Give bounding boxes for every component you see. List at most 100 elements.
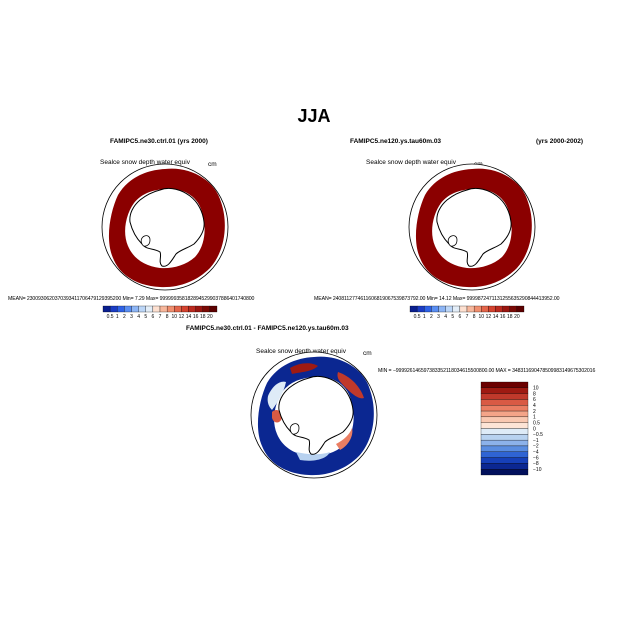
right-colorbar-label: 6 [458, 314, 461, 320]
right-colorbar-box [416, 305, 425, 313]
diff-colorbar-label: −2 [533, 444, 539, 450]
left-colorbar-label: 2 [123, 314, 126, 320]
right-colorbar-box [495, 305, 503, 313]
diff-colorbar-box [480, 410, 529, 418]
left-colorbar-box [117, 305, 125, 313]
diff-stats-text: MIN = −999926146597383352118034615500800… [378, 368, 596, 374]
left-colorbar-label: 6 [151, 314, 154, 320]
right-variable-label: Sealce snow depth water equiv [366, 159, 456, 166]
left-colorbar-label: 20 [207, 314, 213, 320]
diff-colorbar-label: −4 [533, 450, 539, 456]
diff-red-patch-east [337, 372, 364, 399]
left-colorbar-label: 3 [130, 314, 133, 320]
left-colorbar-box [188, 305, 196, 313]
left-colorbar-box [102, 305, 111, 313]
diff-colorbar-box [480, 416, 529, 423]
right-colorbar-box [438, 305, 446, 313]
left-colorbar-box [145, 305, 154, 313]
diff-colorbar-box [480, 387, 529, 394]
left-colorbar-label: 5 [144, 314, 147, 320]
diff-units-label: cm [363, 350, 372, 357]
right-colorbar-label: 20 [514, 314, 520, 320]
left-colorbar-label: 1 [116, 314, 119, 320]
right-colorbar-label: 18 [507, 314, 513, 320]
diff-panel-title: FAMIPC5.ne30.ctrl.01 - FAMIPC5.ne120.ys.… [186, 325, 349, 332]
right-ross-shelf [447, 235, 458, 247]
diff-colorbar-label: −0.5 [533, 432, 543, 438]
right-antarctica-landmass [436, 187, 512, 267]
diff-polar-map [250, 351, 378, 479]
diff-colorbar-box [480, 451, 529, 458]
right-colorbar: 0.5 1 2 3 4 5 6 7 8 10 12 14 16 18 20 [409, 305, 525, 320]
diff-antarctica-landmass [278, 375, 354, 455]
diff-colorbar-label: 10 [533, 386, 539, 392]
diff-colorbar-label: 2 [533, 409, 536, 415]
diff-colorbar-box [480, 463, 529, 470]
left-colorbar-label: 16 [193, 314, 199, 320]
left-colorbar-box [159, 305, 168, 313]
right-colorbar-label: 12 [486, 314, 492, 320]
right-colorbar-label: 2 [430, 314, 433, 320]
left-colorbar-box [138, 305, 146, 313]
diff-light-patch-west [267, 381, 286, 410]
right-colorbar-box [452, 305, 461, 313]
right-colorbar-box [409, 305, 418, 313]
diff-colorbar-box [480, 439, 529, 447]
left-variable-label: Sealce snow depth water equiv [100, 159, 190, 166]
right-colorbar-label: 1 [423, 314, 426, 320]
diff-red-patch-south [336, 428, 353, 450]
diff-colorbar-box [480, 393, 529, 400]
diff-colorbar-box [480, 381, 529, 388]
right-colorbar-box [488, 305, 496, 313]
right-colorbar-box [466, 305, 475, 313]
diff-colorbar-box [480, 434, 529, 441]
left-colorbar-box [174, 305, 182, 313]
page-title: JJA [297, 106, 331, 126]
diff-colorbar-label: −1 [533, 438, 539, 444]
right-stats-text: MEAN= 2408112774611606819067539873792.00… [314, 296, 560, 302]
left-colorbar-label: 8 [166, 314, 169, 320]
right-colorbar-box [473, 305, 482, 313]
right-colorbar-label: 7 [466, 314, 469, 320]
right-colorbar-label: 10 [478, 314, 484, 320]
left-colorbar-box [209, 305, 218, 313]
diff-colorbar-label: 1 [533, 415, 536, 421]
left-colorbar-label: 14 [186, 314, 192, 320]
diff-colorbar-box [480, 445, 529, 452]
right-colorbar-label: 3 [437, 314, 440, 320]
diff-colorbar-box [480, 469, 529, 476]
left-ross-shelf [140, 235, 151, 247]
right-panel-title-years: (yrs 2000-2002) [536, 138, 583, 145]
right-colorbar-label: 0.5 [414, 314, 421, 320]
left-colorbar-box [152, 305, 161, 313]
left-colorbar-label: 18 [200, 314, 206, 320]
left-colorbar: 0.5 1 2 3 4 5 6 7 8 10 12 14 16 18 20 [102, 305, 218, 320]
diff-colorbar-label: 0.5 [533, 420, 540, 426]
diff-colorbar-label: −6 [533, 455, 539, 461]
right-colorbar-box [424, 305, 432, 313]
right-colorbar-box [509, 305, 518, 313]
diff-colorbar-box [480, 422, 529, 429]
left-colorbar-box [195, 305, 203, 313]
right-colorbar-label: 14 [493, 314, 499, 320]
left-units-label: cm [208, 161, 217, 168]
right-colorbar-box [502, 305, 510, 313]
left-colorbar-label: 10 [171, 314, 177, 320]
diff-colorbar-box [480, 399, 529, 406]
left-antarctica-landmass [129, 187, 205, 267]
left-colorbar-label: 4 [137, 314, 140, 320]
left-colorbar-box [124, 305, 132, 313]
left-colorbar-label: 0.5 [107, 314, 114, 320]
right-colorbar-label: 8 [473, 314, 476, 320]
left-colorbar-box [202, 305, 211, 313]
diff-variable-label: Sealce snow depth water equiv [256, 348, 346, 355]
right-colorbar-box [459, 305, 468, 313]
diff-colorbar-label: −8 [533, 461, 539, 467]
right-colorbar-box [431, 305, 439, 313]
right-colorbar-label: 16 [500, 314, 506, 320]
left-colorbar-box [181, 305, 189, 313]
diff-ross-shelf [289, 423, 300, 435]
right-colorbar-box [516, 305, 525, 313]
